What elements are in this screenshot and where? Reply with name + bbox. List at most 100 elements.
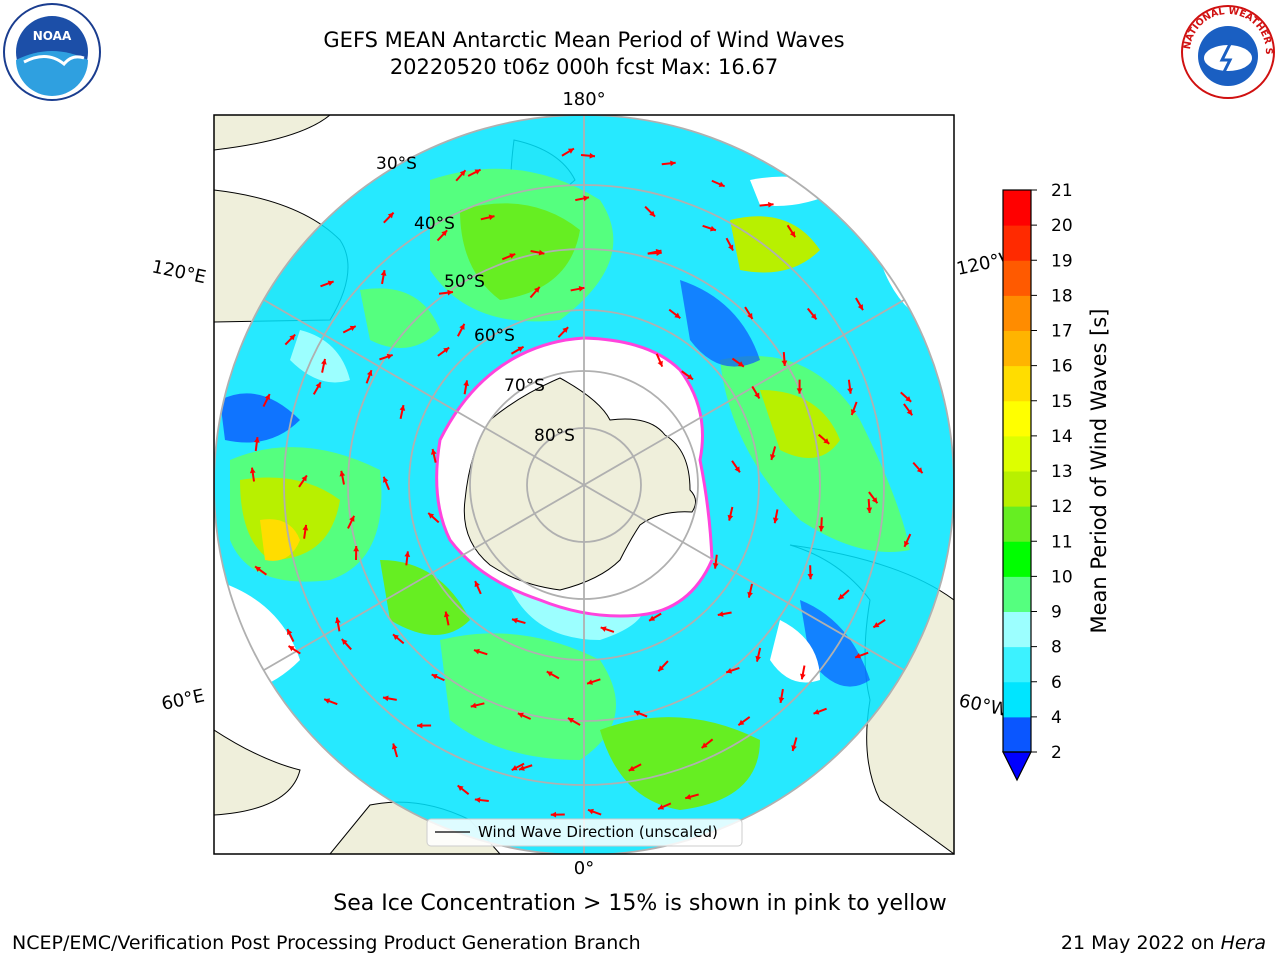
colorbar-tick-label: 20 xyxy=(1051,216,1073,236)
wind-arrow-head xyxy=(459,323,465,330)
colorbar-tick-label: 6 xyxy=(1051,673,1062,693)
lat-label-60s: 60°S xyxy=(474,326,515,346)
wind-arrow-head xyxy=(737,361,744,367)
wind-arrow-head xyxy=(474,797,481,803)
wind-arrow-head xyxy=(873,622,880,628)
wind-arrow-head xyxy=(710,225,716,232)
wind-arrow-head xyxy=(324,698,331,704)
wind-arrow-head xyxy=(327,280,334,287)
wind-arrow-head xyxy=(509,253,516,259)
wind-arrow-head xyxy=(430,448,437,455)
lon-label-0: 0° xyxy=(574,858,594,879)
wind-arrow-head xyxy=(349,515,355,522)
wind-arrow-head xyxy=(791,745,797,751)
wind-arrow-head xyxy=(712,563,719,569)
wind-arrow-head xyxy=(517,346,524,352)
wind-arrow-head xyxy=(916,467,923,474)
wind-arrow-head xyxy=(658,804,665,810)
wind-arrow-head xyxy=(772,517,779,524)
wind-arrow-head xyxy=(657,360,663,367)
wind-arrow-head xyxy=(589,152,595,159)
wind-arrow-head xyxy=(511,765,518,771)
wind-arrow-head xyxy=(339,470,346,477)
wind-arrow-head xyxy=(747,591,753,598)
wind-arrow-head xyxy=(404,551,411,557)
wind-arrow-head xyxy=(857,304,863,311)
colorbar-band xyxy=(1003,260,1031,296)
wind-arrow-head xyxy=(726,668,733,674)
wind-arrow-head xyxy=(587,808,594,815)
wind-arrow-head xyxy=(754,392,760,399)
noaa-logo: NOAA xyxy=(3,3,101,101)
wind-arrow-head xyxy=(687,374,694,380)
graticule xyxy=(214,115,954,854)
wind-arrow-head xyxy=(755,655,761,662)
wind-arrow-head xyxy=(301,475,307,482)
wind-arrow-head xyxy=(443,347,450,354)
lon-label-120e: 120°E xyxy=(150,256,208,288)
wind-arrow-head xyxy=(717,611,724,617)
wind-arrow-head xyxy=(813,709,820,715)
wind-arrow-head xyxy=(441,230,448,237)
wind-arrow-head xyxy=(387,212,394,219)
wind-arrow-head xyxy=(459,170,466,177)
wind-arrow-head xyxy=(447,289,453,296)
wind-arrow-head xyxy=(728,244,734,251)
wind-arrow-head xyxy=(738,719,745,726)
colorbar-band xyxy=(1003,716,1031,753)
wind-arrow-head xyxy=(264,394,270,401)
wind-arrow-head xyxy=(474,169,481,175)
colorbar-tick-label: 14 xyxy=(1051,427,1073,447)
wind-arrow-head xyxy=(249,467,256,474)
noaa-logo-text: NOAA xyxy=(33,29,72,43)
colorbar-band xyxy=(1003,576,1031,612)
wind-arrow-head xyxy=(850,409,857,416)
wind-arrow-head xyxy=(288,646,295,652)
wind-arrow-head xyxy=(457,785,464,792)
colorbar-band xyxy=(1003,471,1031,507)
lat-label-70s: 70°S xyxy=(504,376,545,396)
wind-arrow-head xyxy=(866,507,873,513)
colorbar-ticks: 2 4 6 8 9 10 11 12 13 14 15 16 17 18 19 20 21 xyxy=(1031,181,1073,763)
wind-arrow-head xyxy=(349,325,356,332)
colorbar-band xyxy=(1003,225,1031,261)
wind-arrow-head xyxy=(511,617,518,624)
wind-arrow-head xyxy=(628,765,635,771)
wind-arrow-head xyxy=(383,476,389,483)
wind-arrow-head xyxy=(747,312,753,319)
wind-arrow-head xyxy=(335,617,341,624)
footer-credit: NCEP/EMC/Verification Post Processing Pr… xyxy=(12,932,641,954)
nws-logo: NATIONAL WEATHER SERVICE xyxy=(1176,0,1275,99)
wind-arrow-head xyxy=(417,722,423,729)
wind-arrow-head xyxy=(315,382,321,389)
colorbar-tick-label: 2 xyxy=(1051,743,1062,763)
colorbar-under-extension xyxy=(1002,751,1032,782)
chart-subtitle: 20220520 t06z 000h fcst Max: 16.67 xyxy=(389,55,779,79)
wind-arrow-head xyxy=(470,702,477,709)
wind-arrow-head xyxy=(380,270,387,276)
wind-arrow-head xyxy=(701,742,708,749)
colorbar-tick-label: 8 xyxy=(1051,638,1062,658)
colorbar-band xyxy=(1003,365,1031,402)
wind-arrow-head xyxy=(796,388,803,394)
colorbar-tick-label: 13 xyxy=(1051,462,1073,482)
wind-arrow-head xyxy=(818,525,825,532)
footer-date: 21 May 2022 on xyxy=(1060,932,1215,954)
wind-arrow-head xyxy=(838,593,845,600)
wind-arrow-head xyxy=(399,405,406,411)
footer-datestamp: 21 May 2022 on Hera xyxy=(1061,932,1266,954)
wind-arrow-head xyxy=(562,327,569,333)
colorbar-tick-label: 4 xyxy=(1051,708,1062,728)
wind-arrow-head xyxy=(534,286,540,293)
wind-arrow-head xyxy=(428,513,435,519)
wind-arrow-head xyxy=(321,358,327,365)
wind-arrow-head xyxy=(685,794,692,800)
wind-arrow-head xyxy=(393,634,399,640)
wind-arrow-head xyxy=(366,370,373,377)
wind-arrow-head xyxy=(583,195,589,202)
colorbar-band xyxy=(1003,681,1031,718)
wind-arrow-head xyxy=(847,388,853,394)
colorbar-tick-label: 15 xyxy=(1051,392,1073,412)
wind-arrow-head xyxy=(658,665,665,672)
